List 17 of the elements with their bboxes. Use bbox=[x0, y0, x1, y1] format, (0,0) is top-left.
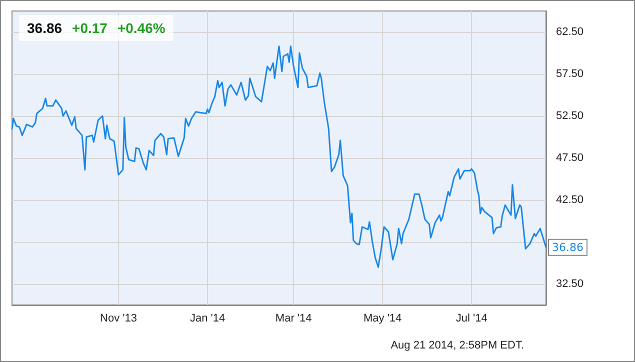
annotation: 36.86 bbox=[552, 240, 584, 254]
x-tick-label: May '14 bbox=[363, 312, 402, 324]
y-tick-label: 52.50 bbox=[556, 110, 584, 122]
x-tick-label: Nov '13 bbox=[100, 312, 137, 324]
x-tick-label: Jul '14 bbox=[456, 312, 488, 324]
x-tick-label: Mar '14 bbox=[275, 312, 312, 324]
y-tick-label: 57.50 bbox=[556, 68, 584, 80]
text: Aug 21 2014, 2:58PM EDT. bbox=[390, 340, 524, 352]
y-tick-label: 42.50 bbox=[556, 194, 584, 206]
x-tick-label: Jan '14 bbox=[190, 312, 226, 324]
y-tick-label: 47.50 bbox=[556, 152, 584, 164]
annotation: +0.46% bbox=[117, 20, 166, 36]
text: 36.86 bbox=[27, 20, 62, 36]
y-tick-label: 32.50 bbox=[556, 278, 584, 290]
line-series bbox=[11, 46, 547, 268]
annotation: +0.17 bbox=[72, 20, 108, 36]
y-tick-label: 62.50 bbox=[556, 26, 584, 38]
